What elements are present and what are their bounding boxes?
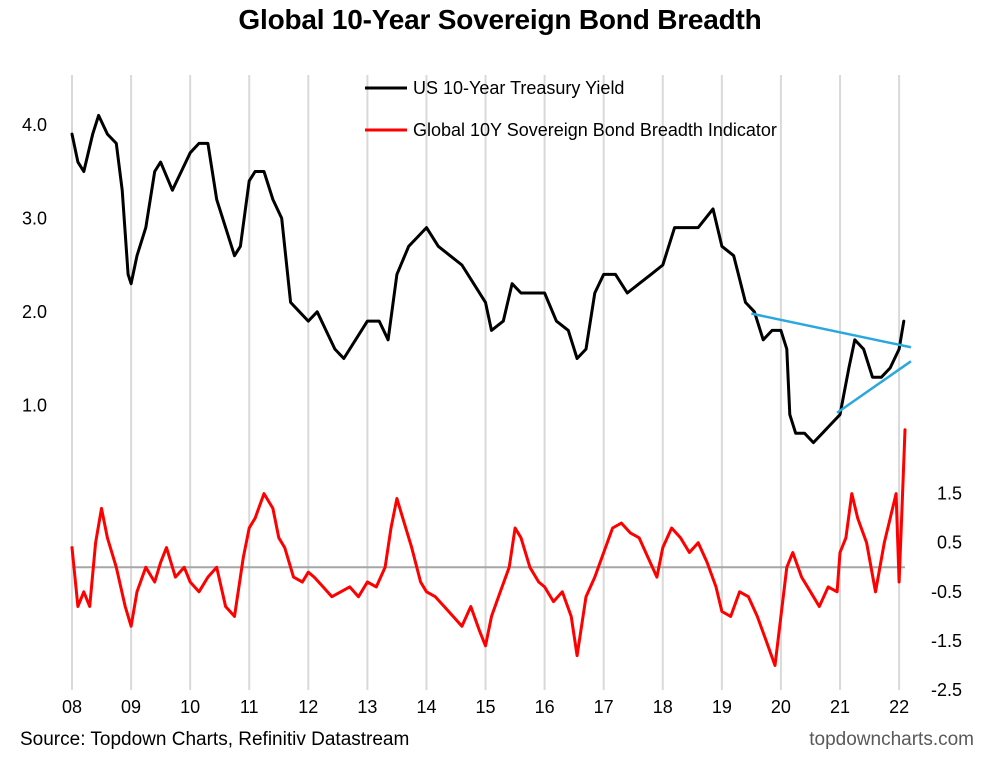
- legend-label-breadth: Global 10Y Sovereign Bond Breadth Indica…: [413, 120, 777, 140]
- x-tick-label: 08: [62, 697, 82, 717]
- breadth-indicator-line: [70, 428, 907, 667]
- x-tick-label: 14: [416, 697, 436, 717]
- brand-watermark: topdowncharts.com: [809, 729, 974, 750]
- legend-label-treasury: US 10-Year Treasury Yield: [413, 78, 624, 98]
- treasury-yield-line: [70, 113, 906, 445]
- x-tick-label: 10: [180, 697, 200, 717]
- series-layer: [70, 113, 907, 667]
- axis-labels: 08 09 10 11 12 13 14 15 16 17 18 19 20 21 22 1.0 2.0 3.0 4…: [22, 115, 962, 717]
- x-tick-label: 11: [240, 697, 259, 717]
- trendline-lower: [836, 360, 912, 414]
- x-tick-label: 18: [653, 697, 673, 717]
- right-tick-label: -2.5: [931, 680, 962, 700]
- x-tick-label: 17: [594, 697, 614, 717]
- x-tick-label: 12: [298, 697, 318, 717]
- right-tick-label: -0.5: [931, 582, 962, 602]
- x-tick-label: 13: [357, 697, 377, 717]
- x-tick-label: 15: [476, 697, 496, 717]
- left-tick-label: 4.0: [22, 115, 47, 135]
- left-tick-label: 1.0: [22, 395, 47, 415]
- right-tick-label: 0.5: [937, 533, 962, 553]
- left-tick-label: 2.0: [22, 302, 47, 322]
- x-tick-label: 21: [830, 697, 850, 717]
- chart-title: Global 10-Year Sovereign Bond Breadth: [238, 4, 762, 35]
- trendline-upper: [751, 312, 912, 349]
- right-tick-label: -1.5: [931, 631, 962, 651]
- vertical-gridlines: [71, 75, 901, 690]
- x-tick-label: 20: [771, 697, 791, 717]
- right-tick-label: 1.5: [937, 484, 962, 504]
- x-tick-label: 16: [535, 697, 555, 717]
- x-tick-label: 22: [889, 697, 909, 717]
- x-tick-label: 09: [121, 697, 141, 717]
- source-note: Source: Topdown Charts, Refinitiv Datast…: [20, 729, 410, 750]
- left-tick-label: 3.0: [22, 208, 47, 228]
- legend: US 10-Year Treasury Yield Global 10Y Sove…: [365, 78, 777, 140]
- trendline-layer: [751, 312, 912, 414]
- x-tick-label: 19: [712, 697, 732, 717]
